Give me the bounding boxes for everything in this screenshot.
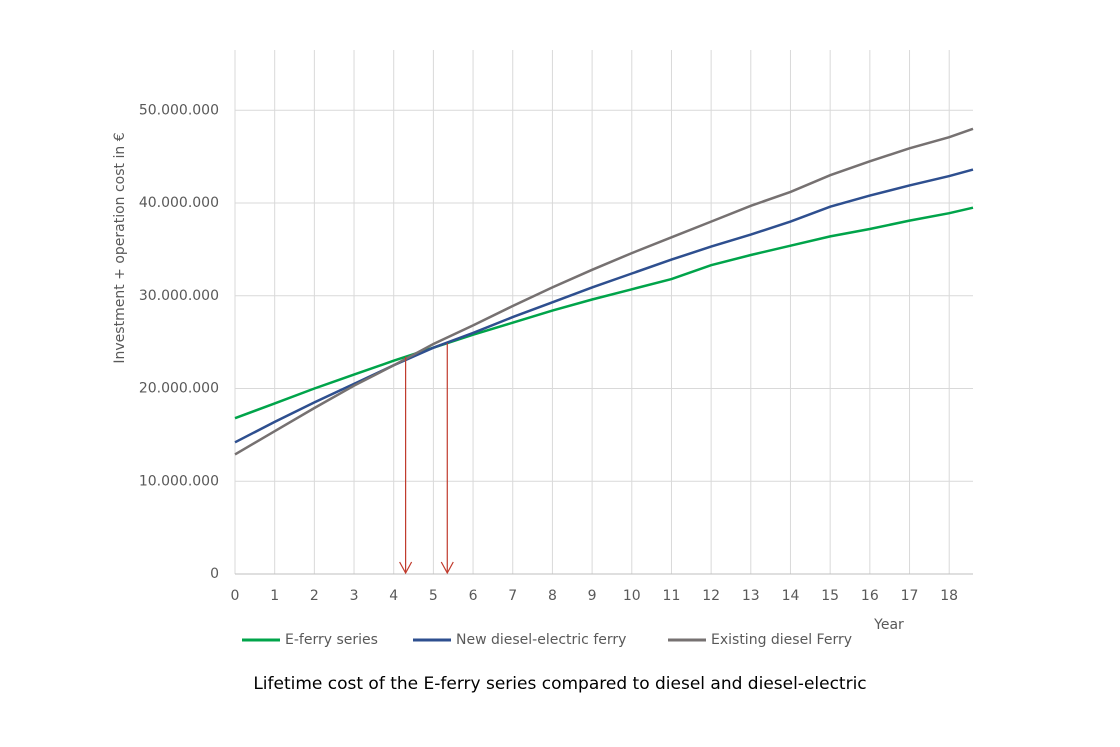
legend-label: E-ferry series xyxy=(285,632,378,648)
x-tick-label: 5 xyxy=(429,588,438,604)
x-tick-label: 7 xyxy=(508,588,517,604)
x-tick-label: 4 xyxy=(389,588,398,604)
x-tick-label: 6 xyxy=(469,588,478,604)
x-tick-label: 15 xyxy=(821,588,839,604)
x-tick-label: 1 xyxy=(270,588,279,604)
y-tick-label: 0 xyxy=(210,566,219,582)
series-line xyxy=(234,206,974,420)
y-tick-label: 40.000.000 xyxy=(139,195,219,211)
x-tick-label: 3 xyxy=(350,588,359,604)
y-tick-label: 10.000.000 xyxy=(139,473,219,489)
x-tick-label: 12 xyxy=(702,588,720,604)
x-tick-label: 0 xyxy=(231,588,240,604)
arrow xyxy=(440,343,454,575)
x-tick-label: 9 xyxy=(588,588,597,604)
x-tick-label: 11 xyxy=(663,588,681,604)
x-axis-label: Year xyxy=(873,617,904,633)
x-tick-label: 13 xyxy=(742,588,760,604)
x-tick-label: 10 xyxy=(623,588,641,604)
x-tick-label: 17 xyxy=(901,588,919,604)
arrow-part xyxy=(440,561,454,575)
legend-label: New diesel-electric ferry xyxy=(456,632,626,648)
y-tick-label: 20.000.000 xyxy=(139,381,219,397)
y-tick-label: 30.000.000 xyxy=(139,288,219,304)
x-tick-label: 2 xyxy=(310,588,319,604)
series-line xyxy=(234,168,974,444)
y-tick-label: 50.000.000 xyxy=(139,102,219,118)
caption: Lifetime cost of the E-ferry series comp… xyxy=(253,674,866,694)
x-tick-label: 14 xyxy=(782,588,800,604)
legend-label: Existing diesel Ferry xyxy=(711,632,852,648)
x-tick-label: 16 xyxy=(861,588,879,604)
arrow xyxy=(399,356,413,575)
arrow-part xyxy=(399,561,413,575)
x-tick-label: 8 xyxy=(548,588,557,604)
y-axis-label: Investment + operation cost in € xyxy=(112,132,128,363)
series-line xyxy=(234,127,974,456)
x-tick-label: 18 xyxy=(940,588,958,604)
